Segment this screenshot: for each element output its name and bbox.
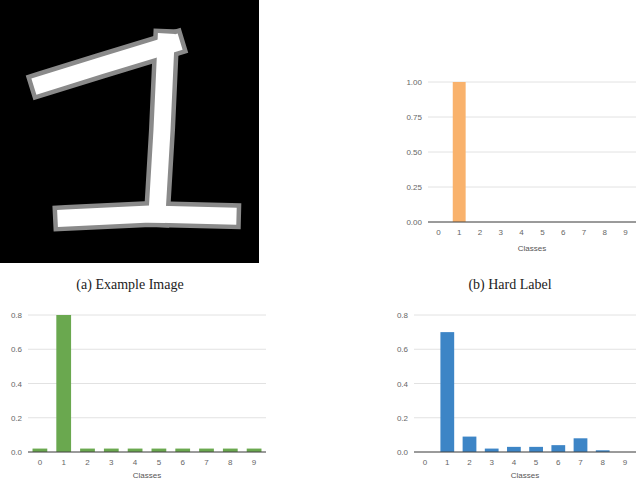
bar [80, 449, 95, 452]
bar [507, 447, 521, 452]
bar [104, 449, 119, 452]
bars [453, 82, 466, 222]
x-tick-label: 6 [180, 458, 185, 467]
x-tick-label: 7 [582, 228, 587, 237]
x-tick-label: 9 [623, 458, 628, 467]
bar [453, 82, 466, 222]
bar [247, 449, 262, 452]
x-tick-label: 4 [133, 458, 138, 467]
digit-stroke-shadow [66, 214, 228, 218]
x-tick-label: 1 [445, 458, 450, 467]
bar [56, 315, 71, 452]
y-tick-label: 0.6 [397, 345, 409, 354]
bar [574, 438, 588, 452]
y-tick-label: 0.2 [11, 414, 23, 423]
digit-stroke-shadow [157, 42, 166, 214]
x-tick-label: 6 [561, 228, 566, 237]
bars [33, 315, 262, 452]
x-tick-label: 7 [204, 458, 209, 467]
bar [551, 445, 565, 452]
y-tick-label: 0.2 [397, 414, 409, 423]
digit-stroke [42, 44, 172, 84]
bar-chart: 0.00 0.25 0.50 0.75 1.00 0 1 2 3 4 5 6 7 8 9 Classes (b)… [406, 78, 636, 293]
y-tick-label: 0.00 [406, 218, 422, 227]
x-tick-label: 5 [540, 228, 545, 237]
x-tick-label: 9 [623, 228, 628, 237]
bar [223, 449, 238, 452]
x-tick-label: 2 [85, 458, 90, 467]
grid-line [28, 452, 266, 453]
x-axis-line [428, 222, 636, 223]
y-tick-label: 0.0 [11, 448, 23, 457]
x-tick-label: 3 [499, 228, 504, 237]
x-tick-label: 1 [457, 228, 462, 237]
bar [33, 449, 48, 452]
y-tick-label: 0.75 [406, 113, 422, 122]
y-tick-label: 0.6 [11, 345, 23, 354]
x-tick-label: 8 [228, 458, 233, 467]
bar [199, 449, 214, 452]
x-tick-label: 1 [61, 458, 66, 467]
y-tick-label: 0.50 [406, 148, 422, 157]
x-tick-label: 4 [519, 228, 524, 237]
caption: (b) Hard Label [468, 277, 551, 293]
x-tick-label: 5 [534, 458, 539, 467]
example-image [0, 0, 259, 263]
x-tick-label: 6 [556, 458, 561, 467]
x-tick-label: 9 [252, 458, 257, 467]
x-tick-label: 7 [578, 458, 583, 467]
x-axis-line [28, 452, 266, 453]
bar [440, 332, 454, 452]
y-tick-label: 0.4 [397, 380, 409, 389]
x-tick-label: 0 [423, 458, 428, 467]
bar [175, 449, 190, 452]
x-axis-label: Classes [133, 471, 161, 480]
bar [529, 447, 543, 452]
x-tick-label: 8 [603, 228, 608, 237]
y-tick-label: 0.4 [11, 380, 23, 389]
x-tick-label: 0 [38, 458, 43, 467]
x-axis-label: Classes [518, 244, 546, 253]
x-tick-label: 3 [109, 458, 114, 467]
y-tick-label: 0.25 [406, 183, 422, 192]
x-tick-label: 4 [512, 458, 517, 467]
bar [463, 437, 477, 452]
grid-line [414, 315, 636, 316]
y-tick-label: 0.8 [11, 311, 23, 320]
y-tick-label: 0.8 [397, 311, 409, 320]
bars [440, 332, 609, 452]
bar-chart: 0.0 0.2 0.4 0.6 0.8 0 1 2 3 4 5 6 7 8 9 Classes [11, 311, 266, 480]
bar-chart: 0.0 0.2 0.4 0.6 0.8 0 1 2 3 4 5 6 7 8 9 Classes [397, 311, 636, 480]
image-background [0, 0, 259, 263]
grid-line [414, 452, 636, 453]
x-axis-label: Classes [511, 471, 539, 480]
digit-stroke [157, 42, 166, 214]
y-tick-label: 0.0 [397, 448, 409, 457]
x-axis-line [414, 452, 636, 453]
x-tick-label: 2 [467, 458, 472, 467]
bar [152, 449, 167, 452]
caption: (a) Example Image [76, 277, 183, 293]
bar [128, 449, 143, 452]
y-tick-label: 1.00 [406, 78, 422, 87]
bar [485, 449, 499, 452]
x-tick-label: 3 [489, 458, 494, 467]
x-tick-label: 0 [436, 228, 441, 237]
x-tick-label: 8 [600, 458, 605, 467]
x-tick-label: 5 [157, 458, 162, 467]
figure: (a) Example Image0.000.250.500.751.00012… [0, 0, 640, 481]
digit-stroke [66, 214, 228, 218]
grid-line [428, 222, 636, 223]
x-tick-label: 2 [478, 228, 483, 237]
